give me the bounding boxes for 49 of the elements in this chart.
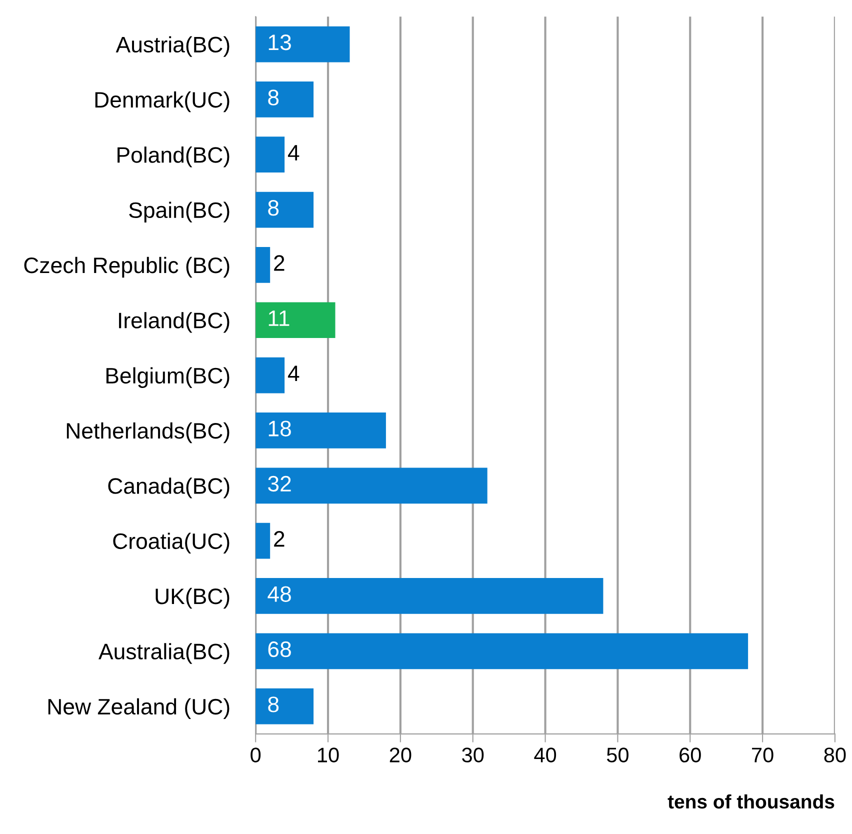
y-tick-label: Czech Republic (BC) — [24, 256, 230, 278]
bar — [256, 357, 285, 394]
y-tick-label: Ireland(BC) — [119, 312, 230, 333]
data-label: 4 — [288, 145, 300, 160]
data-label: 2 — [274, 255, 284, 271]
bar — [256, 302, 336, 338]
data-label: 11 — [268, 310, 290, 326]
data-label: 8 — [268, 90, 279, 106]
data-label: 2 — [274, 531, 284, 547]
y-tick-label: Poland(BC) — [118, 146, 230, 168]
y-tick-label: Canada(BC) — [108, 478, 230, 498]
bar — [256, 688, 314, 724]
bar — [256, 136, 285, 173]
data-label: 48 — [268, 586, 291, 602]
bar — [256, 192, 314, 228]
bar — [256, 82, 314, 118]
data-label: 32 — [268, 476, 291, 492]
data-label: 8 — [268, 200, 279, 216]
x-tick-label: 10 — [318, 748, 339, 762]
x-tick-label: 20 — [390, 748, 412, 762]
y-tick-label: Australia(BC) — [98, 643, 230, 664]
data-label: 18 — [268, 420, 291, 436]
y-tick-label: UK(BC) — [156, 588, 230, 609]
x-tick-label: 50 — [606, 748, 628, 762]
bar — [256, 522, 270, 559]
y-tick-label: Croatia(UC) — [113, 532, 230, 554]
x-tick-label: 0 — [250, 748, 261, 762]
x-tick-label: 70 — [752, 748, 774, 762]
bar — [256, 412, 386, 448]
bar — [256, 578, 604, 614]
x-tick-label: 40 — [534, 748, 556, 762]
data-label: 4 — [288, 366, 300, 382]
y-tick-label: Austria(BC) — [116, 36, 230, 57]
data-label: 13 — [268, 34, 291, 50]
y-tick-label: Denmark(UC) — [95, 91, 230, 112]
data-label: 8 — [268, 696, 279, 712]
x-tick-label: 80 — [824, 748, 846, 762]
data-label: 68 — [268, 641, 291, 658]
bar — [256, 26, 350, 62]
y-tick-label: Netherlands(BC) — [66, 422, 230, 444]
x-axis-title: tens of thousands — [668, 794, 834, 809]
y-tick-label: Spain(BC) — [129, 202, 230, 222]
bar — [256, 247, 270, 283]
x-tick-label: 60 — [680, 748, 701, 762]
x-tick-label: 30 — [462, 748, 484, 762]
y-tick-label: New Zealand (UC) — [48, 698, 230, 719]
bar — [256, 468, 488, 504]
y-tick-label: Belgium(BC) — [106, 367, 230, 388]
bar — [256, 633, 748, 670]
